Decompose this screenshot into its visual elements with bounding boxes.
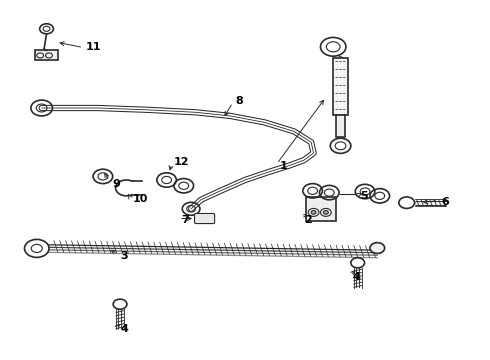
Text: 2: 2 <box>304 215 312 225</box>
Circle shape <box>311 211 316 214</box>
Text: 11: 11 <box>86 42 101 52</box>
Bar <box>35 50 58 60</box>
FancyBboxPatch shape <box>195 213 215 224</box>
Bar <box>336 115 345 137</box>
Text: 4: 4 <box>353 272 361 282</box>
Text: 4: 4 <box>120 324 128 334</box>
Text: 9: 9 <box>113 179 121 189</box>
Text: 1: 1 <box>279 161 287 171</box>
Text: 6: 6 <box>441 197 449 207</box>
Bar <box>306 197 336 221</box>
Bar <box>333 58 348 115</box>
Text: 10: 10 <box>132 194 147 204</box>
Text: 3: 3 <box>120 251 128 261</box>
Text: 8: 8 <box>235 96 243 106</box>
Text: 12: 12 <box>174 157 190 167</box>
Text: 5: 5 <box>360 191 368 201</box>
Circle shape <box>370 243 385 253</box>
Circle shape <box>323 211 328 214</box>
Text: 7: 7 <box>181 215 189 225</box>
